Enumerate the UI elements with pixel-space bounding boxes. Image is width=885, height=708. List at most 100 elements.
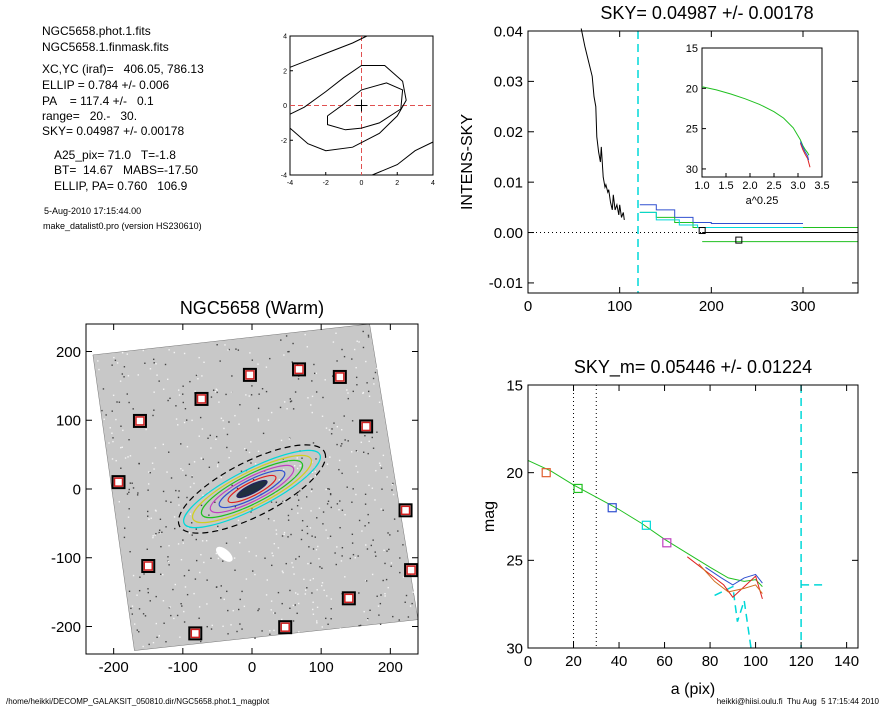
image-noise-speck [250, 394, 253, 396]
image-noise-speck [273, 612, 275, 614]
image-noise-speck [121, 351, 124, 354]
image-noise-speck [187, 526, 190, 529]
image-noise-speck [402, 576, 405, 578]
image-noise-speck [382, 579, 384, 582]
contour-line [372, 141, 434, 176]
image-noise-speck [301, 519, 304, 522]
image-isophote [236, 479, 268, 499]
info-line-range: range= 20.- 30. [42, 109, 138, 123]
image-noise-speck [257, 363, 259, 365]
image-noise-speck [341, 472, 343, 475]
image-noise-speck [277, 591, 280, 594]
image-noise-speck [152, 414, 154, 417]
image-sky-box-inner [245, 370, 255, 380]
image-noise-speck [398, 619, 400, 621]
image-noise-speck [369, 609, 371, 612]
image-noise-speck [189, 486, 192, 488]
image-noise-speck [273, 629, 275, 632]
image-noise-speck [346, 389, 348, 391]
image-noise-speck [189, 513, 192, 515]
contour-xtick-label: -2 [323, 180, 329, 187]
image-noise-speck [311, 592, 313, 594]
skym-square-marker [641, 520, 651, 530]
image-noise-speck [261, 630, 263, 632]
image-noise-speck [236, 487, 239, 490]
image-noise-speck [272, 555, 274, 557]
image-noise-speck [137, 492, 139, 494]
image-noise-speck [275, 529, 277, 531]
image-noise-speck [283, 531, 286, 534]
image-noise-speck [314, 470, 317, 473]
image-noise-speck [168, 349, 170, 351]
skym-xtick-label: 140 [834, 653, 859, 670]
image-noise-speck [198, 606, 201, 608]
image-noise-speck [376, 595, 378, 597]
image-noise-speck [267, 518, 270, 520]
image-noise-speck [205, 539, 208, 542]
image-noise-speck [378, 614, 380, 616]
image-noise-speck [185, 474, 187, 477]
image-noise-speck [142, 613, 145, 615]
image-noise-speck [286, 408, 288, 410]
inset-series-line [701, 86, 810, 156]
image-noise-speck [382, 509, 384, 511]
image-noise-speck [154, 447, 157, 449]
image-noise-speck [364, 493, 367, 496]
image-noise-speck [283, 533, 285, 536]
image-sky-box [132, 413, 147, 428]
image-noise-speck [390, 565, 392, 567]
image-noise-speck [292, 620, 295, 622]
image-noise-speck [148, 518, 150, 520]
image-noise-speck [216, 344, 218, 346]
image-noise-speck [159, 573, 162, 575]
image-noise-speck [195, 374, 198, 377]
image-noise-speck [287, 460, 290, 463]
image-noise-speck [150, 517, 152, 519]
image-noise-speck [306, 587, 308, 589]
image-noise-speck [366, 382, 368, 384]
image-noise-speck [397, 530, 399, 532]
image-noise-speck [364, 503, 367, 505]
image-noise-speck [220, 585, 222, 587]
image-noise-speck [367, 452, 369, 455]
image-noise-speck [188, 463, 191, 465]
image-noise-speck [241, 590, 243, 593]
image-noise-speck [288, 350, 290, 353]
image-noise-speck [280, 439, 283, 442]
image-noise-speck [297, 602, 300, 605]
image-noise-speck [191, 522, 193, 524]
image-noise-speck [330, 433, 333, 435]
image-noise-speck [102, 388, 105, 390]
image-noise-speck [312, 577, 315, 580]
image-noise-speck [131, 605, 134, 607]
image-noise-speck [362, 346, 365, 349]
image-noise-speck [250, 511, 252, 513]
sky-series-line [639, 204, 803, 224]
image-noise-speck [392, 493, 395, 496]
image-fit-ellipse [177, 444, 327, 534]
image-noise-speck [165, 500, 167, 502]
image-noise-speck [127, 375, 130, 377]
image-xtick-label: 100 [309, 659, 334, 676]
image-noise-speck [191, 419, 193, 422]
image-noise-speck [315, 391, 318, 393]
image-noise-speck [243, 605, 246, 608]
image-noise-speck [177, 496, 180, 499]
image-noise-speck [228, 456, 230, 459]
image-noise-speck [173, 516, 176, 518]
image-noise-speck [305, 496, 308, 498]
image-noise-speck [336, 503, 339, 505]
inset-xtick-label: 3.0 [790, 180, 805, 192]
image-noise-speck [206, 603, 208, 605]
image-noise-speck [148, 643, 150, 646]
image-noise-speck [347, 392, 349, 394]
image-noise-speck [314, 536, 316, 538]
image-noise-speck [358, 624, 360, 627]
image-noise-speck [372, 447, 375, 449]
image-noise-speck [185, 419, 188, 421]
image-noise-speck [267, 419, 270, 421]
image-noise-speck [118, 501, 120, 503]
image-noise-speck [359, 624, 362, 627]
image-noise-speck [266, 579, 268, 581]
image-noise-speck [354, 557, 356, 559]
